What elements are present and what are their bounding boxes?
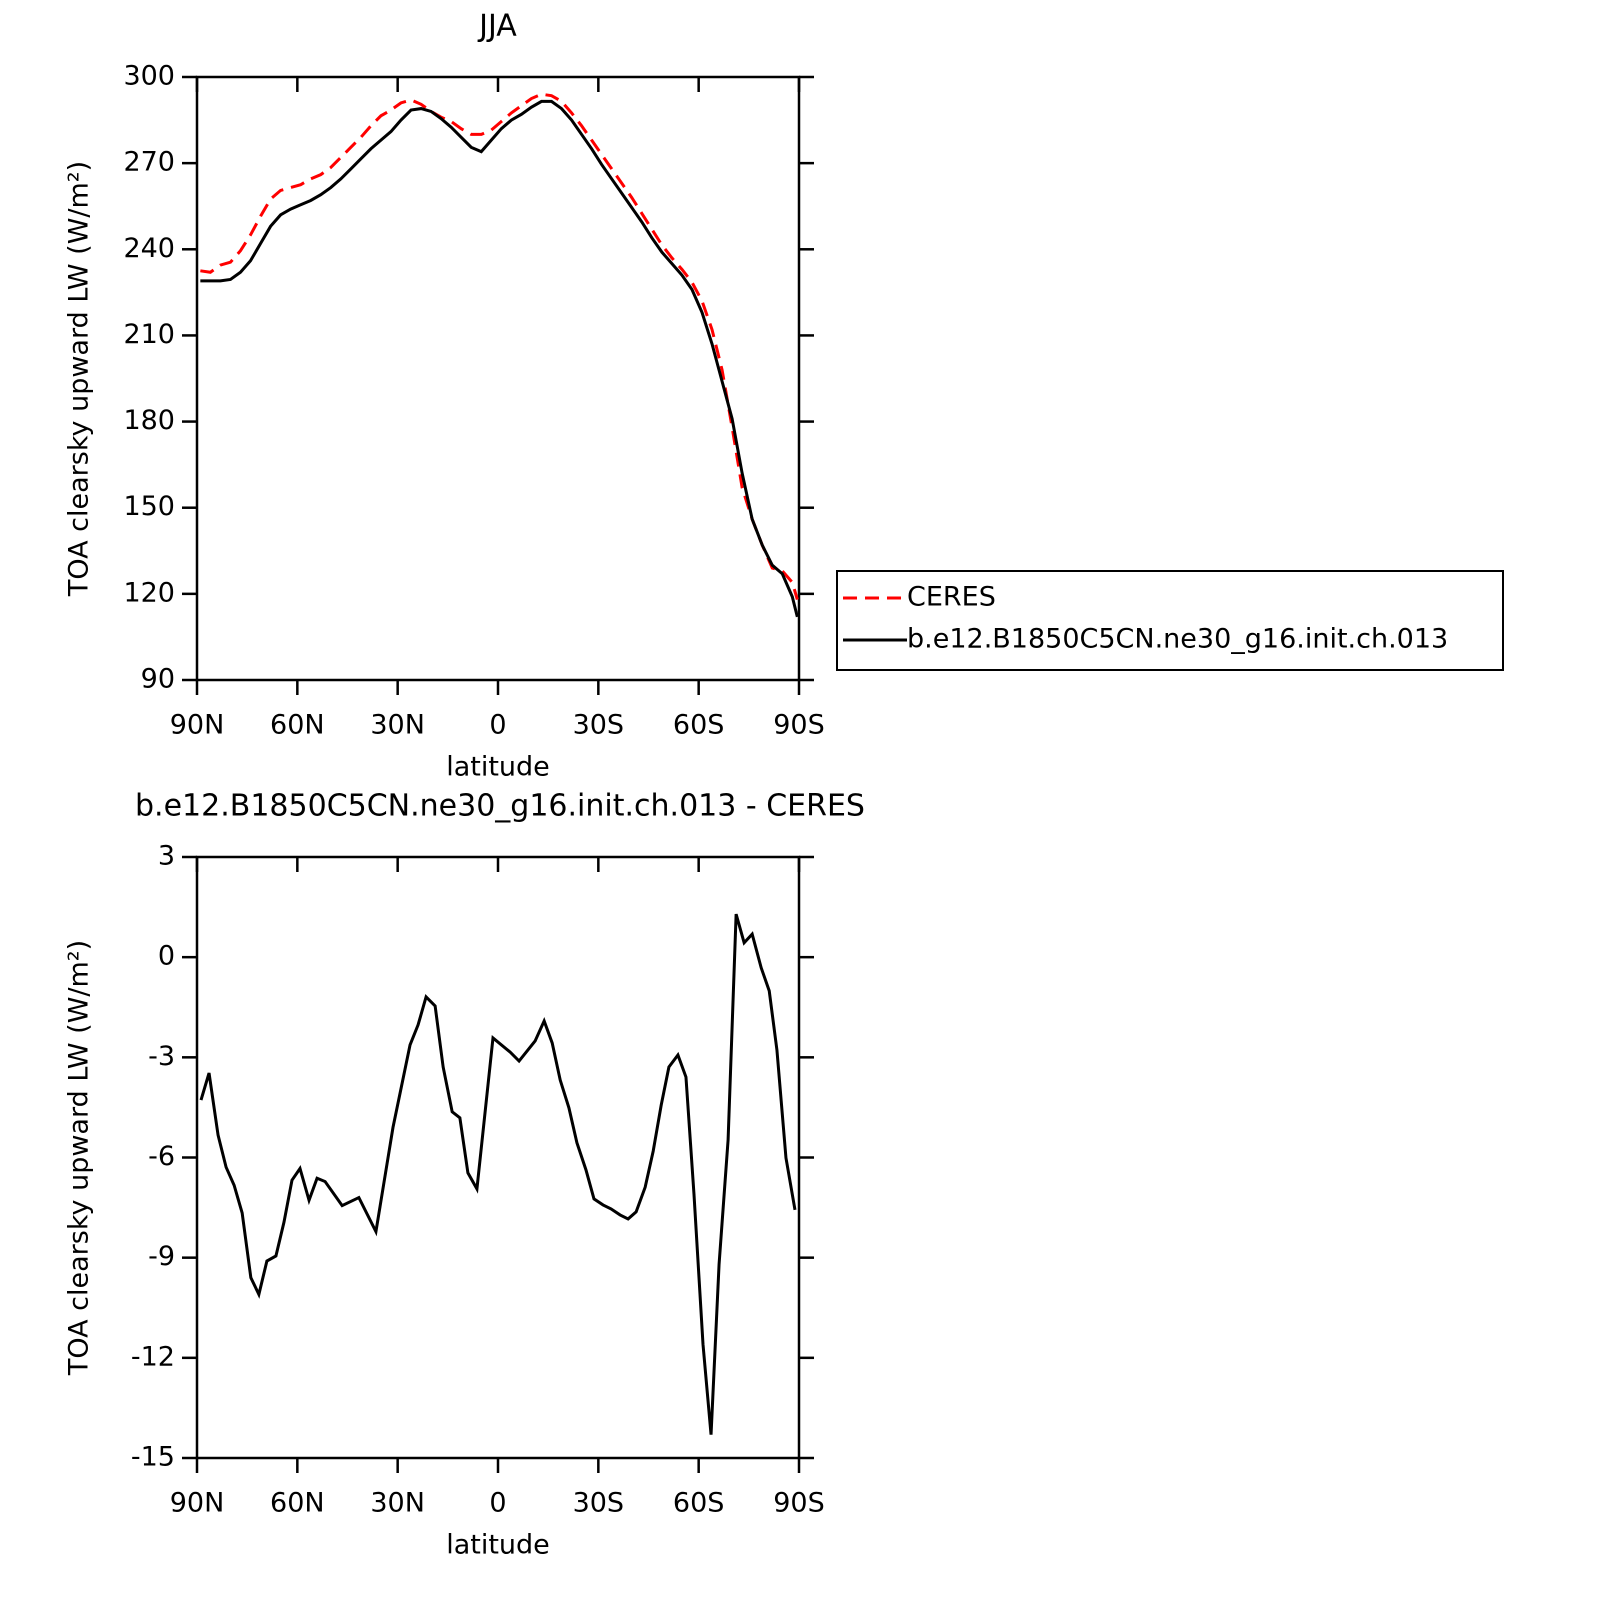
y-tick-label: -15 <box>131 1442 175 1473</box>
x-tick-label: 60N <box>270 1488 325 1519</box>
data-line <box>199 913 797 1435</box>
plot-frame <box>195 855 801 1460</box>
data-line <box>200 99 799 618</box>
plot-frame <box>195 75 801 682</box>
y-tick-label: -9 <box>148 1241 175 1272</box>
y-tick-label: 150 <box>123 491 175 522</box>
legend-label: b.e12.B1850C5CN.ne30_g16.init.ch.013 <box>907 624 1448 655</box>
x-tick-label: 30N <box>370 710 425 741</box>
x-axis-label: latitude <box>446 1530 550 1561</box>
y-tick-label: 120 <box>123 577 175 608</box>
y-tick-label: 210 <box>123 319 175 350</box>
legend-label: CERES <box>907 582 996 613</box>
x-tick-label: 30S <box>573 1488 625 1519</box>
y-tick-label: 240 <box>123 233 175 264</box>
x-tick-label: 30S <box>573 710 625 741</box>
y-tick-label: -12 <box>131 1341 175 1372</box>
legend-box <box>836 570 1504 671</box>
y-tick-label: -3 <box>148 1041 175 1072</box>
x-tick-label: 0 <box>489 1488 506 1519</box>
y-axis-label: TOA clearsky upward LW (W/m²) <box>64 940 95 1376</box>
chart-title: JJA <box>477 9 517 44</box>
x-tick-label: 30N <box>370 1488 425 1519</box>
y-tick-label: 90 <box>141 664 175 695</box>
x-tick-label: 60S <box>673 1488 725 1519</box>
y-tick-label: -6 <box>148 1141 175 1172</box>
x-tick-label: 90N <box>170 1488 225 1519</box>
y-axis-label: TOA clearsky upward LW (W/m²) <box>64 161 95 597</box>
x-axis-label: latitude <box>446 752 550 783</box>
data-line <box>200 92 799 601</box>
chart-title: b.e12.B1850C5CN.ne30_g16.init.ch.013 - C… <box>135 789 865 824</box>
y-tick-label: 180 <box>123 405 175 436</box>
y-tick-label: 0 <box>158 941 175 972</box>
x-tick-label: 0 <box>489 710 506 741</box>
y-tick-label: 270 <box>123 147 175 178</box>
x-tick-label: 60S <box>673 710 725 741</box>
x-tick-label: 90S <box>773 1488 825 1519</box>
y-tick-label: 300 <box>123 61 175 92</box>
x-tick-label: 60N <box>270 710 325 741</box>
x-tick-label: 90S <box>773 710 825 741</box>
x-tick-label: 90N <box>170 710 225 741</box>
y-tick-label: 3 <box>158 841 175 872</box>
